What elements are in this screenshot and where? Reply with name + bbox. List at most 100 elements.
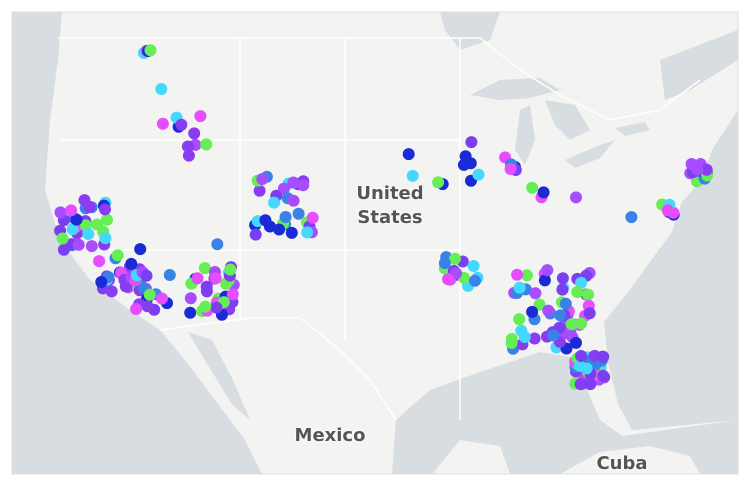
location-dot[interactable] (65, 204, 78, 217)
location-dot[interactable] (438, 257, 451, 270)
location-dot[interactable] (538, 274, 551, 287)
location-dot[interactable] (141, 300, 154, 313)
location-dot[interactable] (465, 136, 478, 149)
location-dot[interactable] (78, 194, 91, 207)
location-dot[interactable] (511, 268, 524, 281)
location-dot[interactable] (513, 281, 526, 294)
location-dot[interactable] (263, 220, 276, 233)
location-dot[interactable] (198, 262, 211, 275)
location-dot[interactable] (256, 173, 269, 185)
location-dot[interactable] (297, 179, 310, 192)
location-dot[interactable] (56, 232, 69, 245)
location-dot[interactable] (144, 44, 157, 57)
location-dot[interactable] (464, 157, 477, 170)
location-dot[interactable] (175, 118, 188, 131)
location-dot[interactable] (105, 285, 118, 298)
location-dot[interactable] (556, 272, 569, 285)
location-dot[interactable] (575, 317, 588, 330)
location-dot[interactable] (541, 264, 554, 277)
location-dot[interactable] (99, 203, 111, 216)
location-dot[interactable] (306, 211, 319, 224)
location-dot[interactable] (130, 303, 143, 315)
location-dot[interactable] (184, 306, 197, 319)
location-dot[interactable] (101, 213, 113, 226)
location-dot[interactable] (467, 260, 480, 272)
location-dot[interactable] (700, 163, 713, 176)
location-dot[interactable] (513, 313, 526, 326)
location-dot[interactable] (661, 204, 674, 217)
location-dot[interactable] (273, 223, 286, 236)
location-dot[interactable] (583, 307, 596, 320)
location-dot[interactable] (559, 297, 572, 310)
location-dot[interactable] (287, 176, 300, 189)
location-dot[interactable] (224, 263, 237, 276)
location-dot[interactable] (285, 226, 298, 239)
location-dot[interactable] (91, 218, 104, 231)
location-dot[interactable] (95, 276, 108, 288)
location-dot[interactable] (249, 228, 262, 241)
location-dot[interactable] (209, 272, 222, 285)
location-dot[interactable] (253, 184, 266, 197)
location-dot[interactable] (556, 283, 569, 296)
location-dot[interactable] (301, 226, 314, 239)
location-dot[interactable] (211, 238, 224, 251)
location-dot[interactable] (542, 304, 555, 317)
location-dot[interactable] (155, 83, 168, 95)
location-dot[interactable] (406, 169, 419, 182)
location-dot[interactable] (432, 176, 445, 189)
location-dot[interactable] (199, 300, 212, 313)
location-dot[interactable] (520, 269, 533, 282)
location-dot[interactable] (565, 318, 578, 331)
location-dot[interactable] (181, 140, 194, 153)
location-dot[interactable] (54, 206, 67, 219)
location-dot[interactable] (582, 288, 595, 301)
location-dot[interactable] (140, 269, 153, 282)
location-dot[interactable] (537, 186, 550, 199)
location-dot[interactable] (66, 223, 79, 236)
location-dot[interactable] (554, 309, 567, 322)
location-dot[interactable] (597, 369, 610, 382)
location-dot[interactable] (268, 196, 281, 209)
location-dot[interactable] (449, 252, 461, 265)
location-dot[interactable] (182, 149, 195, 162)
location-dot[interactable] (85, 240, 98, 253)
location-dot[interactable] (200, 138, 213, 151)
location-dot[interactable] (518, 331, 531, 343)
location-dot[interactable] (528, 332, 541, 345)
location-dot[interactable] (156, 117, 169, 130)
location-dot[interactable] (184, 292, 197, 305)
location-dot[interactable] (533, 298, 546, 311)
location-dot[interactable] (442, 273, 454, 286)
location-dot[interactable] (580, 362, 593, 375)
location-dot[interactable] (526, 305, 539, 318)
location-dot[interactable] (200, 280, 213, 293)
location-dot[interactable] (70, 213, 83, 226)
location-dot[interactable] (72, 238, 85, 251)
location-dot[interactable] (526, 181, 539, 194)
location-dot[interactable] (625, 211, 638, 224)
location-dot[interactable] (134, 243, 147, 256)
location-dot[interactable] (191, 272, 204, 285)
location-dot[interactable] (143, 288, 156, 301)
location-dot[interactable] (472, 168, 485, 181)
location-dot[interactable] (570, 336, 582, 349)
location-dot[interactable] (529, 287, 542, 300)
location-dot[interactable] (188, 127, 201, 140)
location-dot[interactable] (226, 288, 239, 301)
location-dot[interactable] (402, 148, 415, 161)
location-dot[interactable] (82, 228, 95, 240)
location-dot[interactable] (575, 350, 588, 362)
location-dot[interactable] (574, 378, 587, 391)
location-dot[interactable] (504, 163, 517, 175)
location-dot[interactable] (210, 301, 223, 314)
location-dot[interactable] (194, 110, 207, 123)
location-dot[interactable] (111, 249, 124, 262)
location-dot[interactable] (93, 255, 106, 268)
location-dot[interactable] (163, 269, 176, 281)
location-dot[interactable] (547, 329, 560, 342)
location-dot[interactable] (584, 378, 597, 391)
location-dot[interactable] (571, 286, 584, 298)
location-dot[interactable] (597, 350, 610, 363)
location-dot[interactable] (287, 194, 300, 207)
location-dot[interactable] (99, 232, 112, 245)
